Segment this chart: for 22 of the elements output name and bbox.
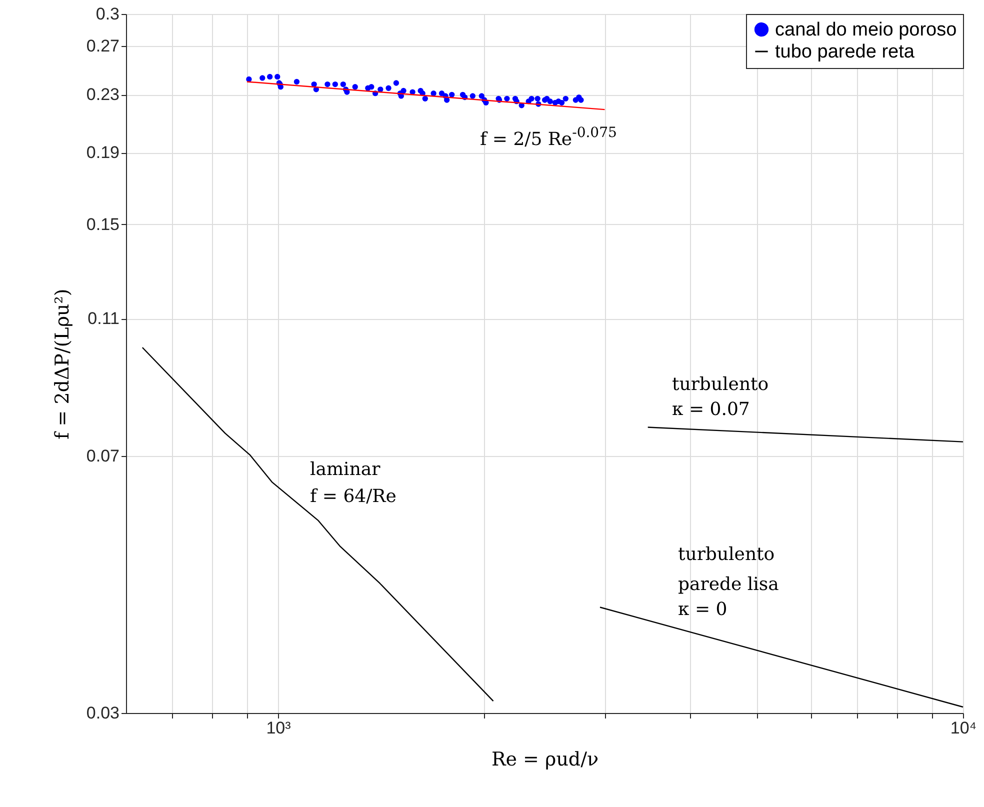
annotation: laminar: [310, 459, 381, 480]
legend-label: canal do meio poroso: [775, 20, 957, 40]
x-axis-title: Re = ρud/ν: [491, 748, 599, 770]
annotation: turbulento: [672, 374, 769, 395]
annotation: κ = 0: [678, 599, 728, 620]
annotation: κ = 0.07: [672, 399, 750, 420]
y-tick-label: 0.15: [86, 214, 120, 234]
x-tick-label: 10⁴: [950, 718, 977, 738]
y-tick-label: 0.03: [86, 704, 120, 722]
annotation: f = 64/Re: [310, 486, 396, 507]
y-tick-label: 0.19: [86, 143, 120, 162]
annotation: parede lisa: [678, 574, 780, 595]
y-tick-label: 0.3: [96, 4, 120, 24]
annotation: turbulento: [678, 544, 775, 565]
y-axis-title: f = 2dΔP/(Lρu²): [51, 288, 74, 440]
y-tick-label: 0.23: [86, 85, 120, 104]
legend-label: tubo parede reta: [775, 42, 915, 62]
y-tick-label: 0.11: [88, 309, 120, 328]
x-tick-label: 10³: [266, 718, 292, 738]
annotation: f = 2/5 Re$^{-0.075}$: [480, 125, 617, 150]
y-tick-label: 0.27: [86, 36, 120, 56]
y-tick-label: 0.07: [86, 446, 120, 466]
